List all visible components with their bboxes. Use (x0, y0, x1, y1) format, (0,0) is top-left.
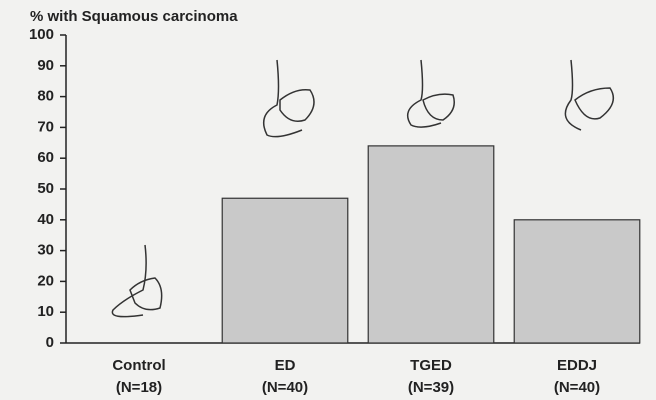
y-tick-label: 40 (37, 211, 54, 228)
chart: % with Squamous carcinoma 0 10 20 30 40 50 60 7… (0, 0, 656, 400)
bar (514, 220, 640, 343)
y-tick-label: 60 (37, 149, 54, 166)
x-tick-label: TGED (410, 357, 452, 374)
x-tick-label: Control (112, 357, 165, 374)
x-tick-sample-size: (N=18) (116, 379, 162, 396)
x-tick-sample-size: (N=40) (554, 379, 600, 396)
bar (222, 198, 348, 343)
bar (368, 146, 494, 343)
y-tick-label: 70 (37, 118, 54, 135)
x-tick-sample-size: (N=40) (262, 379, 308, 396)
y-tick-label: 90 (37, 57, 54, 74)
x-tick-label: EDDJ (557, 357, 597, 374)
y-tick-label: 30 (37, 242, 54, 259)
y-tick-label: 10 (37, 303, 54, 320)
y-axis-label: % with Squamous carcinoma (30, 8, 238, 25)
y-tick-label: 50 (37, 180, 54, 197)
y-tick-label: 20 (37, 272, 54, 289)
x-tick-sample-size: (N=39) (408, 379, 454, 396)
y-tick-label: 100 (29, 26, 54, 43)
y-tick-label: 0 (46, 334, 54, 351)
y-tick-label: 80 (37, 88, 54, 105)
x-tick-label: ED (275, 357, 296, 374)
